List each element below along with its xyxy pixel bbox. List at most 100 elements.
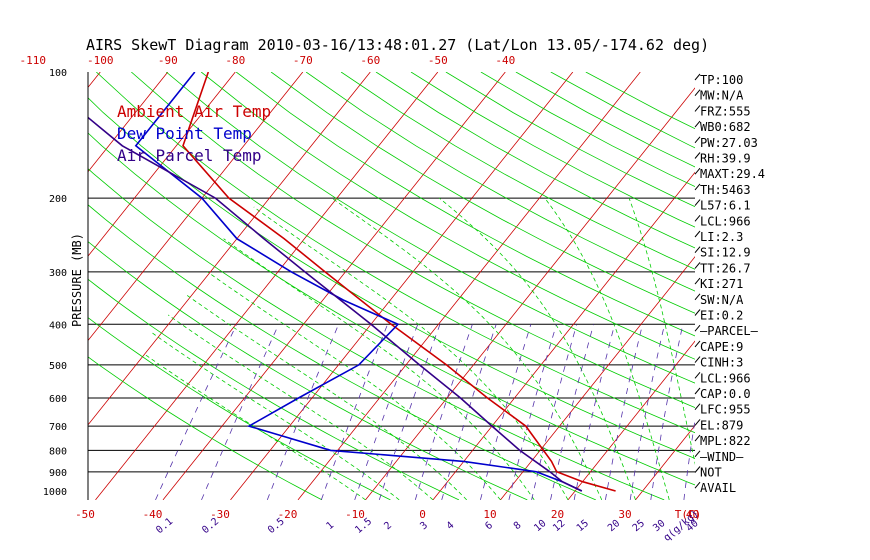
air-parcel-temp-line — [88, 116, 583, 492]
dry-adiabat-line — [305, 72, 695, 292]
y-axis-label: PRESSURE (MB) — [70, 233, 84, 327]
mixing-ratio-line — [650, 324, 684, 500]
index-entry: LI:2.3 — [700, 230, 743, 244]
top-temp-tick-label: -70 — [293, 54, 313, 67]
index-tick — [694, 136, 701, 144]
index-entry: LCL:966 — [700, 214, 751, 228]
index-tick — [694, 324, 701, 332]
legend-entry: Ambient Air Temp — [117, 102, 271, 121]
dry-adiabat-line — [88, 204, 596, 500]
isotherm-line — [88, 72, 169, 173]
profile-lines — [88, 72, 616, 492]
top-temp-tick-label: -110 — [20, 54, 47, 67]
mixing-ratio-line — [266, 324, 339, 500]
temp-unit-label: T(C) — [675, 508, 702, 521]
index-entry: CINH:3 — [700, 356, 743, 370]
index-entry: L57:6.1 — [700, 199, 751, 213]
dry-adiabat-line — [88, 278, 460, 500]
mixing-ratio-line — [414, 324, 473, 500]
bottom-temp-tick-label: -30 — [210, 508, 230, 521]
legend-entry: Air Parcel Temp — [117, 146, 262, 165]
index-entry: RH:39.9 — [700, 152, 751, 166]
chart-title: AIRS SkewT Diagram 2010-03-16/13:48:01.2… — [86, 36, 709, 54]
pressure-tick-label: 500 — [49, 361, 67, 372]
mixing-ratio-line — [508, 324, 557, 500]
index-tick — [694, 167, 701, 175]
dry-adiabat-line — [88, 356, 323, 500]
mixing-ratio-tick-label: 3 — [418, 520, 430, 532]
dry-adiabat-line — [88, 317, 391, 500]
index-tick — [694, 481, 701, 489]
index-entry: MPL:822 — [700, 434, 751, 448]
pressure-tick-label: 900 — [49, 468, 67, 479]
mixing-ratio-line — [201, 324, 280, 500]
top-temp-tick-label: -60 — [360, 54, 380, 67]
pressure-tick-label: 700 — [49, 422, 67, 433]
dew-point-temp-line — [134, 72, 583, 492]
index-entry: EL:879 — [700, 418, 743, 432]
bottom-temp-tick-label: 10 — [483, 508, 496, 521]
index-tick — [694, 105, 701, 112]
index-entry: TT:26.7 — [700, 261, 751, 275]
index-entry: LCL:966 — [700, 371, 751, 385]
mixing-ratio-line — [155, 324, 238, 500]
top-temp-tick-label: -90 — [158, 54, 178, 67]
index-tick — [694, 293, 701, 301]
index-entry: LFC:955 — [700, 403, 751, 417]
index-tick — [694, 450, 701, 458]
mixing-ratio-tick-label: 4 — [445, 520, 457, 532]
index-entry: EI:0.2 — [700, 309, 743, 323]
bottom-temp-tick-label: -40 — [143, 508, 163, 521]
index-entry: FRZ:555 — [700, 104, 751, 118]
index-section-header: —WIND— — [700, 450, 744, 464]
index-tick — [694, 262, 701, 269]
index-tick — [694, 246, 701, 254]
dry-adiabat-line — [270, 72, 695, 314]
index-entry: CAP:0.0 — [700, 387, 751, 401]
index-entry: MW:N/A — [700, 89, 744, 103]
index-entry: NOT — [700, 466, 722, 480]
mixing-ratio-tick-label: 25 — [631, 518, 647, 534]
index-entry: TP:100 — [700, 73, 743, 87]
index-section-header: —PARCEL— — [700, 324, 759, 338]
mixing-ratio-line — [573, 324, 616, 500]
index-entry: AVAIL — [700, 481, 736, 495]
index-tick — [694, 152, 701, 159]
mixing-ratio-tick-label: 6 — [483, 520, 495, 532]
pressure-tick-label: 100 — [49, 68, 67, 79]
grid-lines — [88, 72, 695, 500]
moist-adiabat-line — [439, 197, 636, 500]
dry-adiabat-line — [480, 72, 695, 188]
pressure-tick-label: 200 — [49, 194, 67, 205]
index-entry: TH:5463 — [700, 183, 751, 197]
mixing-ratio-tick-label: 10 — [532, 518, 548, 534]
index-tick — [694, 466, 701, 473]
index-tick — [694, 419, 701, 426]
isotherm-line — [500, 256, 695, 500]
pressure-tick-label: 1000 — [43, 487, 67, 498]
isotherm-line — [432, 171, 695, 500]
pressure-tick-label: 800 — [49, 446, 67, 457]
index-entry: KI:271 — [700, 277, 743, 291]
mixing-ratio-line — [550, 324, 594, 500]
dry-adiabat-line — [88, 132, 695, 486]
pressure-tick-label: 400 — [49, 320, 67, 331]
isotherm-line — [297, 72, 641, 500]
isotherm-line — [95, 72, 439, 500]
dry-adiabat-line — [235, 72, 695, 337]
mixing-ratio-line — [605, 324, 643, 500]
index-tick — [694, 371, 701, 379]
dry-adiabat-line — [165, 72, 695, 384]
index-entry: MAXT:29.4 — [700, 167, 765, 181]
bottom-temp-tick-label: -50 — [75, 508, 95, 521]
dry-adiabat-line — [88, 241, 528, 500]
pressure-tick-label: 600 — [49, 394, 67, 405]
mixing-ratio-tick-label: 15 — [575, 518, 591, 534]
index-entry: SW:N/A — [700, 293, 744, 307]
top-temp-tick-label: -50 — [428, 54, 448, 67]
bottom-temp-tick-label: 30 — [618, 508, 631, 521]
index-entry: PW:27.03 — [700, 136, 758, 150]
isotherm-line — [88, 72, 236, 257]
moist-adiabat-line — [143, 353, 366, 500]
